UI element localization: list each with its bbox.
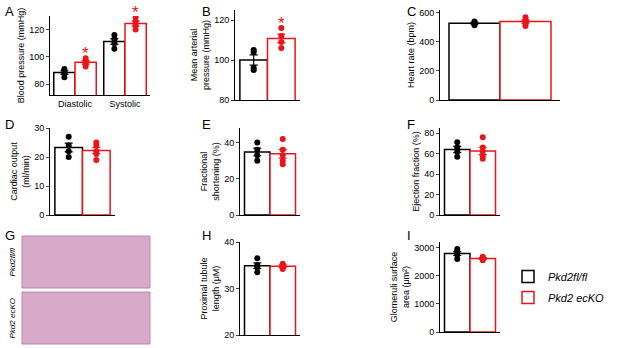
svg-text:H: H (202, 228, 211, 243)
svg-text:Pkd2fl/fl: Pkd2fl/fl (8, 248, 17, 277)
svg-text:Pkd2 ecKO: Pkd2 ecKO (548, 292, 604, 304)
svg-text:20: 20 (34, 152, 44, 162)
svg-text:Pkd2 ecKO: Pkd2 ecKO (8, 298, 17, 338)
svg-text:Ejection fraction (%): Ejection fraction (%) (411, 131, 421, 212)
svg-text:20: 20 (224, 174, 234, 184)
svg-text:200: 200 (419, 66, 434, 76)
svg-text:Heart rate (bpm): Heart rate (bpm) (406, 22, 416, 88)
svg-text:30: 30 (224, 284, 234, 294)
svg-text:0: 0 (229, 210, 234, 220)
svg-text:*: * (132, 3, 139, 22)
svg-text:Proximal tubulelength (μM): Proximal tubulelength (μM) (199, 257, 221, 319)
svg-text:*: * (82, 44, 89, 63)
svg-text:40: 40 (224, 237, 234, 247)
svg-text:10: 10 (34, 181, 44, 191)
svg-text:0: 0 (39, 210, 44, 220)
svg-text:0: 0 (429, 327, 434, 337)
svg-text:80: 80 (34, 79, 44, 89)
svg-text:20: 20 (224, 330, 234, 340)
svg-text:Systolic: Systolic (109, 99, 141, 109)
svg-text:3000: 3000 (414, 243, 434, 253)
svg-text:40: 40 (424, 169, 434, 179)
svg-text:120: 120 (29, 25, 44, 35)
svg-text:1000: 1000 (414, 299, 434, 309)
svg-text:Blood pressure (mmHg): Blood pressure (mmHg) (16, 8, 26, 104)
svg-text:120: 120 (214, 15, 229, 25)
svg-text:600: 600 (419, 8, 434, 18)
svg-text:100: 100 (214, 55, 229, 65)
svg-text:60: 60 (424, 149, 434, 159)
svg-text:D: D (5, 117, 14, 132)
svg-text:80: 80 (424, 128, 434, 138)
svg-text:0: 0 (429, 210, 434, 220)
svg-text:Pkd2fl/fl: Pkd2fl/fl (548, 271, 588, 283)
svg-text:2000: 2000 (414, 271, 434, 281)
svg-text:0: 0 (429, 95, 434, 105)
svg-text:F: F (407, 117, 415, 132)
svg-text:80: 80 (219, 95, 229, 105)
svg-text:40: 40 (224, 138, 234, 148)
svg-text:Glomeruli surfacearea (μm²): Glomeruli surfacearea (μm²) (389, 252, 411, 323)
svg-text:E: E (202, 117, 211, 132)
svg-text:400: 400 (419, 37, 434, 47)
svg-text:*: * (278, 14, 285, 33)
svg-text:30: 30 (34, 123, 44, 133)
svg-text:C: C (407, 4, 416, 19)
svg-text:Fractionalshortening (%): Fractionalshortening (%) (199, 142, 221, 201)
svg-text:Cardiac output(ml/min): Cardiac output(ml/min) (9, 142, 31, 201)
svg-text:A: A (5, 4, 14, 19)
svg-text:100: 100 (29, 52, 44, 62)
svg-text:20: 20 (424, 190, 434, 200)
svg-text:Mean arterialpressure (mmHg): Mean arterialpressure (mmHg) (189, 20, 211, 90)
svg-text:G: G (5, 228, 15, 243)
svg-text:Diastolic: Diastolic (58, 99, 93, 109)
svg-text:I: I (407, 228, 411, 243)
svg-text:B: B (202, 4, 211, 19)
